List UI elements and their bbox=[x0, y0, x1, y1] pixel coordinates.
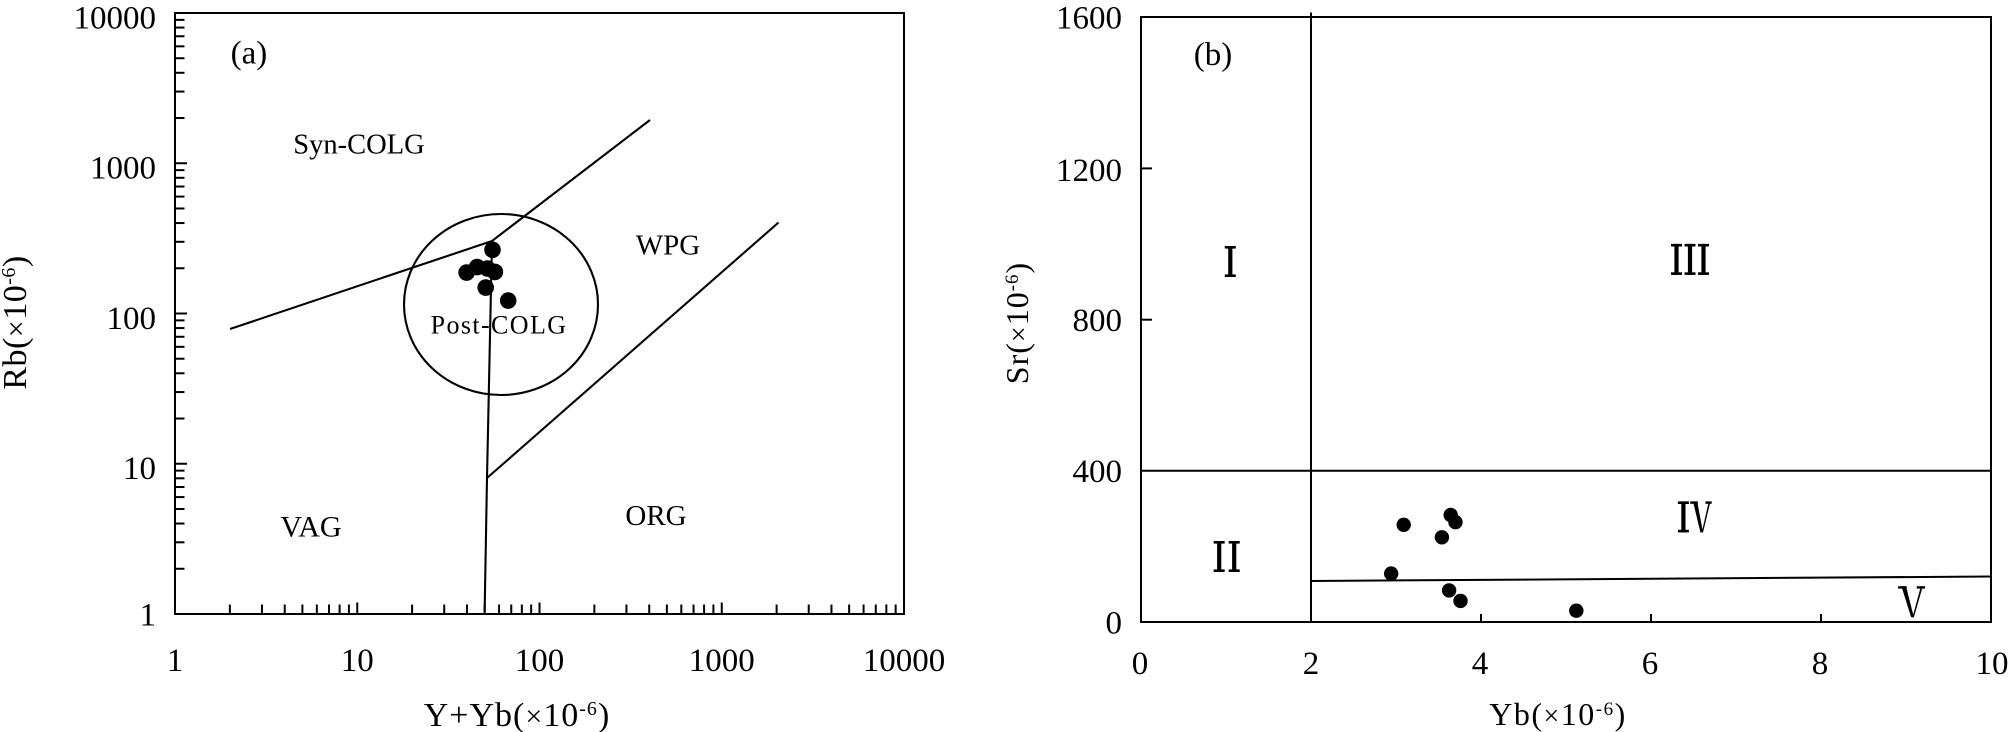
svg-text:Post-COLG: Post-COLG bbox=[431, 311, 568, 340]
svg-text:800: 800 bbox=[1073, 303, 1123, 339]
svg-text:2: 2 bbox=[1303, 646, 1320, 682]
svg-text:10000: 10000 bbox=[74, 0, 157, 36]
svg-text:1000: 1000 bbox=[689, 643, 755, 679]
svg-text:100: 100 bbox=[515, 643, 565, 679]
svg-text:6: 6 bbox=[1642, 646, 1659, 682]
svg-text:(b): (b) bbox=[1194, 37, 1232, 73]
svg-text:1200: 1200 bbox=[1056, 153, 1122, 189]
svg-text:10: 10 bbox=[341, 643, 374, 679]
svg-text:8: 8 bbox=[1812, 646, 1829, 682]
svg-text:1: 1 bbox=[140, 598, 157, 634]
svg-text:400: 400 bbox=[1073, 454, 1123, 490]
svg-text:1: 1 bbox=[167, 643, 184, 679]
svg-text:1600: 1600 bbox=[1056, 1, 1122, 37]
svg-text:ORG: ORG bbox=[625, 500, 686, 532]
svg-text:1000: 1000 bbox=[90, 151, 156, 187]
svg-text:0: 0 bbox=[1106, 606, 1123, 642]
svg-text:100: 100 bbox=[107, 301, 157, 337]
svg-text:(a): (a) bbox=[231, 36, 268, 72]
svg-text:Y+Yb(×10-6): Y+Yb(×10-6) bbox=[424, 697, 611, 732]
svg-text:10: 10 bbox=[123, 451, 156, 487]
svg-text:VAG: VAG bbox=[280, 511, 341, 544]
svg-text:10: 10 bbox=[1976, 646, 2008, 682]
svg-text:WPG: WPG bbox=[636, 230, 701, 262]
svg-text:10000: 10000 bbox=[863, 643, 946, 679]
svg-text:Syn-COLG: Syn-COLG bbox=[293, 130, 424, 161]
svg-text:4: 4 bbox=[1472, 646, 1489, 682]
svg-text:0: 0 bbox=[1132, 646, 1149, 682]
